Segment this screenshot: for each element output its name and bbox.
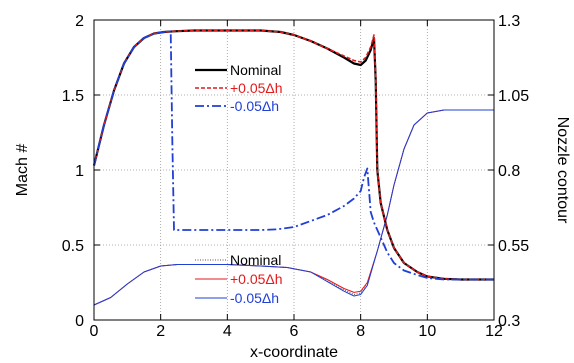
- y-tick-label-left: 1.5: [62, 88, 84, 105]
- x-axis-label: x-coordinate: [250, 344, 338, 361]
- x-tick-label: 12: [485, 323, 503, 340]
- x-tick-label: 2: [156, 323, 165, 340]
- contour-legend-label: -0.05Δh: [230, 290, 279, 306]
- contour-legend-label: +0.05Δh: [230, 271, 283, 287]
- mach-legend-label: +0.05Δh: [230, 80, 283, 96]
- x-tick-label: 6: [290, 323, 299, 340]
- mach-legend-label: -0.05Δh: [230, 98, 279, 114]
- y-axis-label-right: Nozzle contour: [554, 117, 571, 224]
- y-tick-label-left: 0.5: [62, 238, 84, 255]
- y-tick-label-left: 2: [75, 13, 84, 30]
- y-tick-label-right: 0.8: [498, 163, 520, 180]
- y-tick-label-right: 0.3: [498, 313, 520, 330]
- x-tick-label: 0: [90, 323, 99, 340]
- y-tick-label-left: 0: [75, 313, 84, 330]
- x-tick-label: 4: [223, 323, 232, 340]
- y-tick-label-right: 0.55: [498, 238, 529, 255]
- contour-series-line: [93, 109, 494, 306]
- contour-legend-label: Nominal: [230, 252, 281, 268]
- series-layer: [92, 29, 494, 306]
- x-tick-label: 10: [418, 323, 436, 340]
- y-axis-label-left: Mach #: [14, 144, 31, 197]
- x-tick-label: 8: [356, 323, 365, 340]
- grid: [94, 20, 494, 320]
- y-tick-label-right: 1.05: [498, 88, 529, 105]
- y-tick-label-right: 1.3: [498, 13, 520, 30]
- mach-series-line: [93, 30, 494, 281]
- axis-ticks: 0 2 4 6 8 10 12 0 0.5 1 1.5 2 0.3 0.55 0.8 1.05 1.3: [62, 13, 529, 340]
- legends: Nominal +0.05Δh -0.05Δh Nominal +0.05Δh -0.05…: [195, 62, 283, 306]
- mach-legend-label: Nominal: [230, 62, 281, 78]
- y-tick-label-left: 1: [75, 163, 84, 180]
- mach-series-line: [93, 29, 494, 281]
